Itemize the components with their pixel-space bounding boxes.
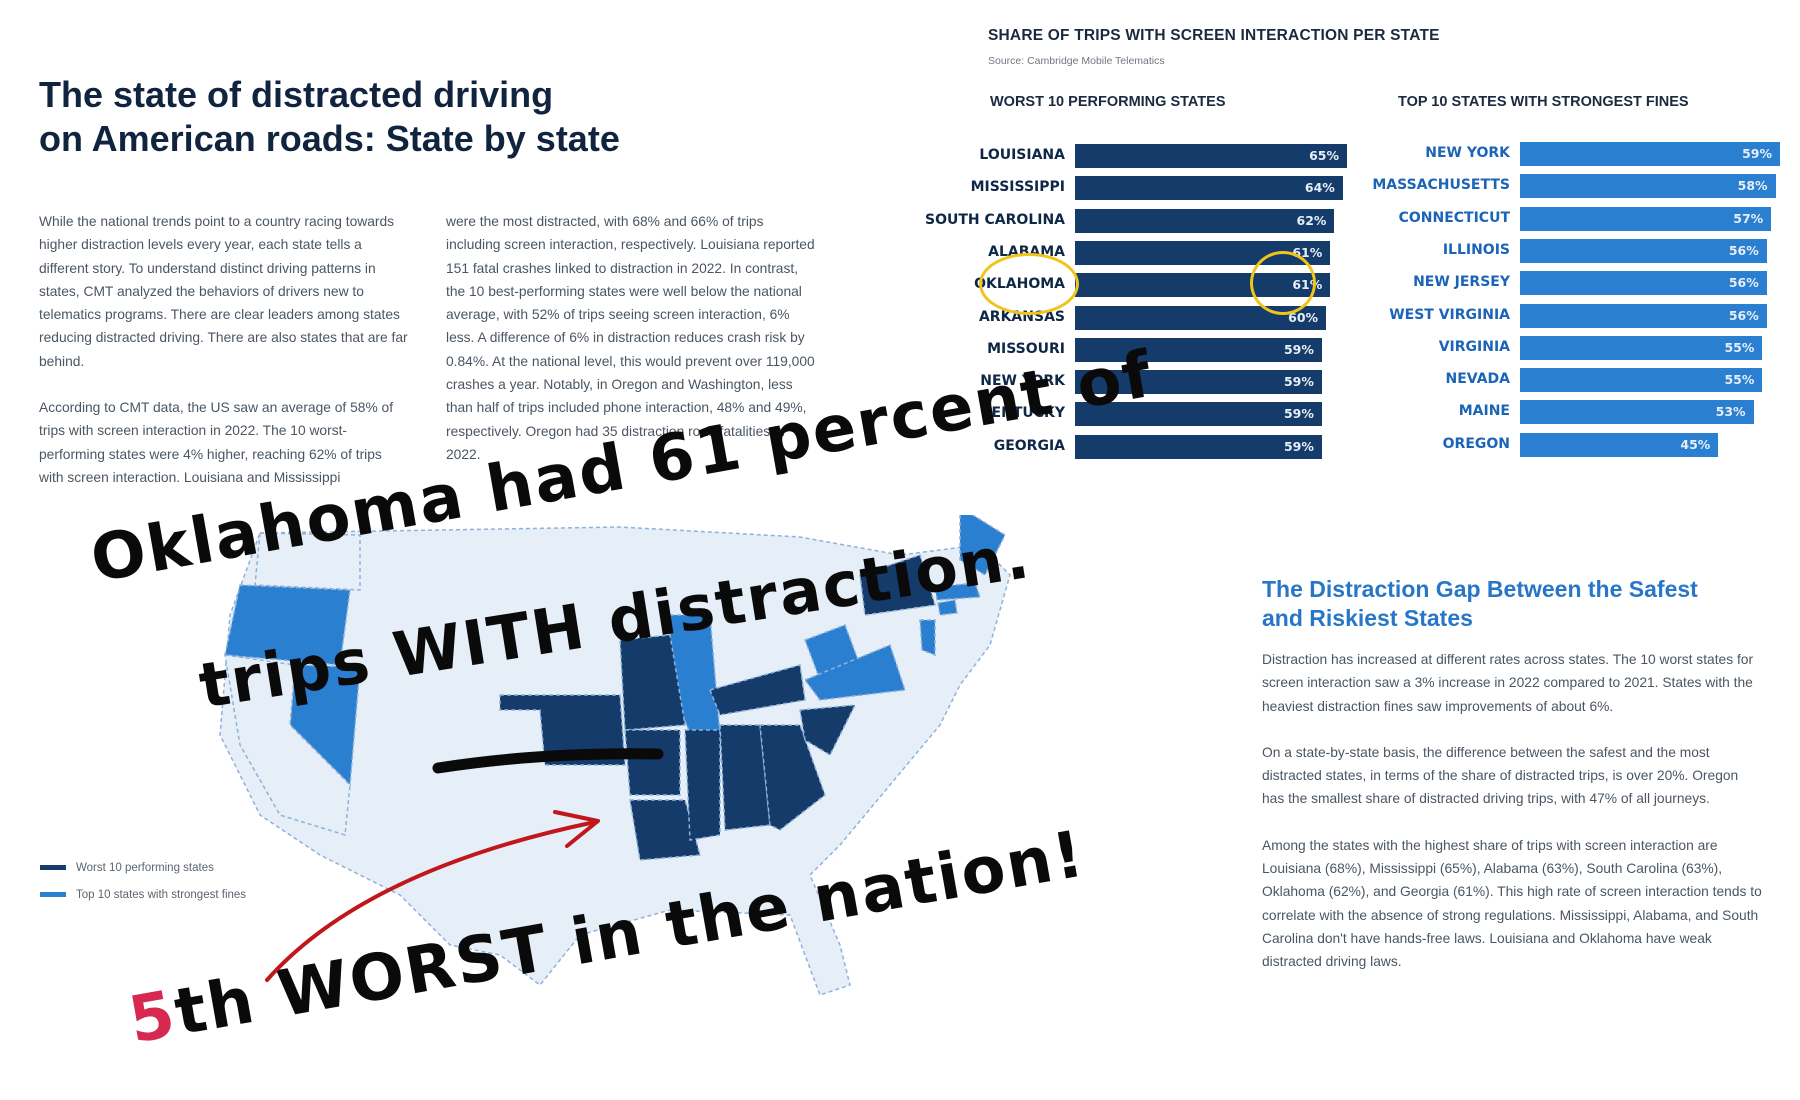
bar-category-label: MISSOURI [987, 340, 1065, 357]
bar [1520, 206, 1772, 231]
bar [1075, 337, 1322, 362]
bar-category-label: WEST VIRGINIA [1389, 306, 1510, 323]
article-headline: The state of distracted driving on Ameri… [39, 73, 679, 161]
virginia-state [803, 644, 907, 701]
massachusetts-state [934, 582, 982, 601]
bar-value-label: 59% [1283, 374, 1314, 390]
bar [1520, 432, 1719, 457]
bar-value-label: 45% [1680, 436, 1711, 452]
california-state [224, 654, 351, 836]
bar-category-label: ILLINOIS [1442, 241, 1510, 258]
legend-worst-swatch [40, 865, 66, 871]
mississippi-state [684, 729, 721, 841]
sidebar-paragraph: Among the states with the highest share … [1262, 837, 1762, 970]
sidebar-paragraph: Distraction has increased at different r… [1262, 652, 1754, 714]
bar-value-label: 59% [1283, 406, 1314, 422]
bar-value-label: 59% [1283, 341, 1314, 357]
legend-worst-label: Worst 10 performing states [76, 862, 214, 874]
intro-paragraph: While the national trends point to a cou… [39, 214, 408, 369]
bar-category-label: NEW JERSEY [1413, 274, 1510, 291]
intro-column-2: were the most distracted, with 68% and 6… [446, 210, 816, 489]
fines-states-panel-title: TOP 10 STATES WITH STRONGEST FINES [1398, 94, 1689, 110]
bar-category-label: MISSISSIPPI [970, 179, 1065, 196]
bar [1520, 368, 1763, 393]
bar-value-label: 59% [1283, 438, 1314, 454]
bar-value-label: 56% [1728, 307, 1759, 323]
bar-category-label: GEORGIA [993, 437, 1065, 454]
bar-category-label: LOUISIANA [979, 147, 1065, 163]
bar-category-label: SOUTH CAROLINA [925, 211, 1065, 228]
bar-category-label: NEVADA [1445, 371, 1510, 388]
bar-category-label: MASSACHUSETTS [1372, 177, 1510, 194]
washington-state [254, 532, 361, 591]
highlight-circle-value [1250, 251, 1317, 316]
connecticut-state [937, 599, 958, 616]
new-jersey-state [919, 619, 936, 657]
bar [1520, 303, 1767, 328]
bar-category-label: CONNECTICUT [1398, 209, 1510, 226]
chart-title: SHARE OF TRIPS WITH SCREEN INTERACTION P… [988, 27, 1440, 44]
missouri-state [619, 634, 686, 731]
legend-fines-swatch [40, 892, 66, 898]
sidebar-paragraph: On a state-by-state basis, the differenc… [1262, 744, 1739, 807]
headline-line-2: on American roads: State by state [39, 118, 620, 159]
south-carolina-state [799, 704, 857, 757]
bar [1075, 208, 1335, 233]
bar [1520, 174, 1776, 199]
bar-value-label: 57% [1733, 210, 1764, 226]
sidebar-title: The Distraction Gap Between the Safest a… [1262, 576, 1698, 631]
bar-value-label: 60% [1288, 309, 1319, 325]
bar [1520, 400, 1754, 425]
legend-fines-label: Top 10 states with strongest fines [76, 889, 247, 901]
new-york-state [859, 554, 936, 616]
annotation-underline [432, 748, 664, 774]
oklahoma-state [499, 694, 626, 766]
bar-category-label: NEW YORK [1425, 145, 1510, 161]
bar-category-label: VIRGINIA [1438, 338, 1510, 355]
bar [1075, 402, 1322, 427]
bar [1075, 434, 1322, 459]
bar [1520, 238, 1767, 263]
bar [1520, 142, 1780, 166]
bar [1075, 176, 1343, 201]
georgia-state [759, 724, 826, 831]
bar-category-label: KENTUCKY [980, 405, 1065, 422]
bar-category-label: OREGON [1442, 435, 1510, 452]
bar [1075, 144, 1347, 168]
bar-value-label: 62% [1296, 212, 1327, 228]
bar-value-label: 56% [1728, 275, 1759, 291]
arkansas-state [624, 729, 681, 796]
bar-category-label: NEW YORK [980, 373, 1065, 390]
chart-source: Source: Cambridge Mobile Telematics [988, 55, 1165, 67]
intro-paragraph: According to CMT data, the US saw an ave… [39, 400, 394, 485]
intro-column-1: While the national trends point to a cou… [39, 210, 409, 512]
bar-value-label: 58% [1737, 178, 1768, 194]
annotation-arrow [265, 810, 600, 982]
oregon-state [224, 584, 351, 666]
worst-states-panel-title: WORST 10 PERFORMING STATES [990, 94, 1226, 110]
sidebar-text: Distraction has increased at different r… [1262, 648, 1762, 997]
legend-worst: Worst 10 performing states [40, 862, 214, 874]
bar-category-label: MAINE [1458, 403, 1510, 420]
bar [1520, 271, 1767, 296]
bar-value-label: 56% [1728, 242, 1759, 258]
bar-value-label: 59% [1742, 146, 1772, 161]
bar [1520, 335, 1763, 360]
bar-value-label: 65% [1309, 148, 1339, 163]
headline-line-1: The state of distracted driving [39, 74, 554, 115]
bar-value-label: 55% [1724, 339, 1755, 355]
maine-state [959, 515, 1006, 577]
highlight-circle-label [979, 253, 1079, 316]
kentucky-state [708, 664, 806, 716]
bar [1075, 370, 1322, 395]
bar-value-label: 55% [1724, 372, 1755, 388]
bar-value-label: 53% [1715, 404, 1746, 420]
intro-paragraph: were the most distracted, with 68% and 6… [446, 214, 815, 462]
legend-fines: Top 10 states with strongest fines [40, 889, 246, 901]
bar-value-label: 64% [1304, 180, 1335, 196]
louisiana-state [629, 799, 701, 861]
